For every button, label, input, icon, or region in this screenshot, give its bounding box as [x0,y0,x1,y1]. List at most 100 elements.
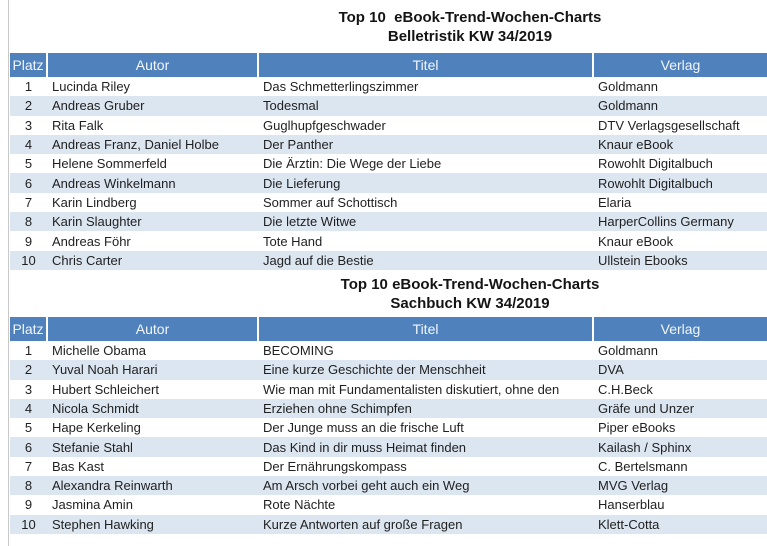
cell-platz: 3 [24,381,33,397]
header-row: Platz Autor Titel Verlag [10,53,767,77]
cell-platz: 1 [24,79,33,95]
title-line-1: Top 10 eBook-Trend-Wochen-Charts [340,275,600,293]
column-header-titel: Titel [258,316,594,341]
table-row: 2 Yuval Noah Harari Eine kurze Geschichte … [10,360,767,380]
cell-platz: 8 [10,476,47,496]
table-row: 3 Hubert Schleichert Wie man mit Fundament… [10,380,767,399]
cell-verlag: HarperCollins Germany [593,212,767,232]
cell-titel: Der Ernährungskompass [263,458,407,474]
column-header-verlag: Verlag [593,53,767,77]
cell-platz: 3 [24,117,33,133]
header-row: Platz Autor Titel Verlag [10,316,767,341]
table-row: 8 Alexandra Reinwarth Am Arsch vorbei geht… [10,476,767,496]
cell-verlag: Elaria [598,194,632,210]
cell-platz: 1 [24,343,33,359]
cell-autor: Andreas Franz, Daniel Holbe [47,134,258,155]
cell-platz: 5 [24,156,33,172]
cell-titel: Am Arsch vorbei geht auch ein Weg [258,476,593,496]
cell-autor: Karin Lindberg [52,194,137,210]
cell-autor: Alexandra Reinwarth [47,476,258,496]
cell-autor: Jasmina Amin [52,497,133,513]
cell-platz: 7 [24,194,33,210]
column-header-autor: Autor [47,53,259,77]
column-header-platz: Platz [10,53,48,77]
table-title-sachbuch: Top 10 eBook-Trend-Wochen-Charts Sachbuc… [10,270,767,317]
cell-verlag: Gräfe und Unzer [593,398,767,419]
cell-verlag: C.H.Beck [598,381,653,397]
cell-titel: Die letzte Witwe [258,212,593,232]
cell-platz: 6 [10,437,47,457]
table-row: 1 Lucinda Riley Das Schmetterlingszimmer Go… [10,77,767,96]
cell-verlag: Ullstein Ebooks [593,250,767,270]
table-row: 7 Bas Kast Der Ernährungskompass C. Bertels… [10,457,767,476]
cell-titel: Die Lieferung [258,173,593,193]
cell-verlag: C. Bertelsmann [598,458,688,474]
cell-titel: Das Schmetterlingszimmer [263,79,419,95]
cell-verlag: Hanserblau [598,497,665,513]
column-header-verlag: Verlag [593,316,767,341]
cell-platz: 4 [10,134,47,155]
cell-autor: Stefanie Stahl [47,437,258,457]
cell-autor: Andreas Föhr [52,233,131,249]
table-row: 10 Chris Carter Jagd auf die Bestie Ullstei… [10,250,767,270]
cell-verlag: Klett-Cotta [593,514,767,534]
table-row: 3 Rita Falk Guglhupfgeschwader DTV Verlagsg… [10,116,767,135]
cell-autor: Andreas Gruber [47,96,258,116]
cell-autor: Chris Carter [47,250,258,270]
cell-verlag: Rowohlt Digitalbuch [593,173,767,193]
cell-platz: 9 [24,497,33,513]
table-row: 4 Nicola Schmidt Erziehen ohne Schimpfen Gr… [10,398,767,419]
cell-autor: Lucinda Riley [52,79,131,95]
cell-autor: Helene Sommerfeld [52,156,167,172]
table-row: 4 Andreas Franz, Daniel Holbe Der Panther K… [10,134,767,155]
cell-platz: 7 [24,458,33,474]
cell-platz: 4 [10,398,47,419]
cell-platz: 8 [10,212,47,232]
column-header-platz: Platz [10,316,48,341]
cell-platz: 6 [10,173,47,193]
cell-verlag: Kailash / Sphinx [593,437,767,457]
cell-verlag: Goldmann [593,96,767,116]
column-header-titel: Titel [258,53,594,77]
column-header-autor: Autor [47,316,259,341]
cell-titel: Erziehen ohne Schimpfen [258,398,593,419]
cell-titel: Kurze Antworten auf große Fragen [258,514,593,534]
cell-platz: 2 [10,96,47,116]
table-row: 9 Jasmina Amin Rote Nächte Hanserblau [10,495,767,514]
table-row: 5 Hape Kerkeling Der Junge muss an die fri… [10,418,767,437]
table-row: 9 Andreas Föhr Tote Hand Knaur eBook [10,231,767,250]
cell-verlag: Piper eBooks [598,420,676,436]
cell-titel: Jagd auf die Bestie [258,250,593,270]
title-line-2: Sachbuch KW 34/2019 [390,294,550,312]
cell-titel: Todesmal [258,96,593,116]
cell-verlag: MVG Verlag [593,476,767,496]
cell-titel: Wie man mit Fundamentalisten diskutiert,… [263,381,560,397]
cell-titel: Das Kind in dir muss Heimat finden [258,437,593,457]
cell-autor: Bas Kast [52,458,105,474]
title-line-2: Belletristik KW 34/2019 [387,28,553,45]
cell-titel: Rote Nächte [263,497,336,513]
cell-verlag: Rowohlt Digitalbuch [598,156,713,172]
table-row: 6 Andreas Winkelmann Die Lieferung Rowohlt … [10,173,767,193]
cell-verlag: Knaur eBook [593,134,767,155]
cell-platz: 5 [24,420,33,436]
cell-autor: Karin Slaughter [47,212,258,232]
cell-platz: 10 [10,514,47,534]
cell-titel: Der Junge muss an die frische Luft [263,420,464,436]
cell-autor: Stephen Hawking [47,514,258,534]
table-row: 7 Karin Lindberg Sommer auf Schottisch Elar… [10,193,767,212]
table-row: 6 Stefanie Stahl Das Kind in dir muss Heim… [10,437,767,457]
table-row: 1 Michelle Obama BECOMING Goldmann [10,341,767,360]
cell-titel: Tote Hand [263,233,323,249]
table-belletristik: Platz Autor Titel Verlag 1 Lucinda Riley D… [10,53,767,270]
cell-verlag: Goldmann [598,79,658,95]
cell-verlag: DVA [593,360,767,380]
cell-titel: Guglhupfgeschwader [263,117,386,133]
sheet: Top 10 eBook-Trend-Wochen-Charts Belletr… [10,0,767,534]
table-sachbuch: Platz Autor Titel Verlag 1 Michelle Obama… [10,316,767,534]
cell-titel: Eine kurze Geschichte der Menschheit [258,360,593,380]
title-line-1: Top 10 eBook-Trend-Wochen-Charts [338,9,602,26]
cell-titel: Der Panther [258,134,593,155]
cell-platz: 2 [10,360,47,380]
cell-autor: Hubert Schleichert [52,381,159,397]
